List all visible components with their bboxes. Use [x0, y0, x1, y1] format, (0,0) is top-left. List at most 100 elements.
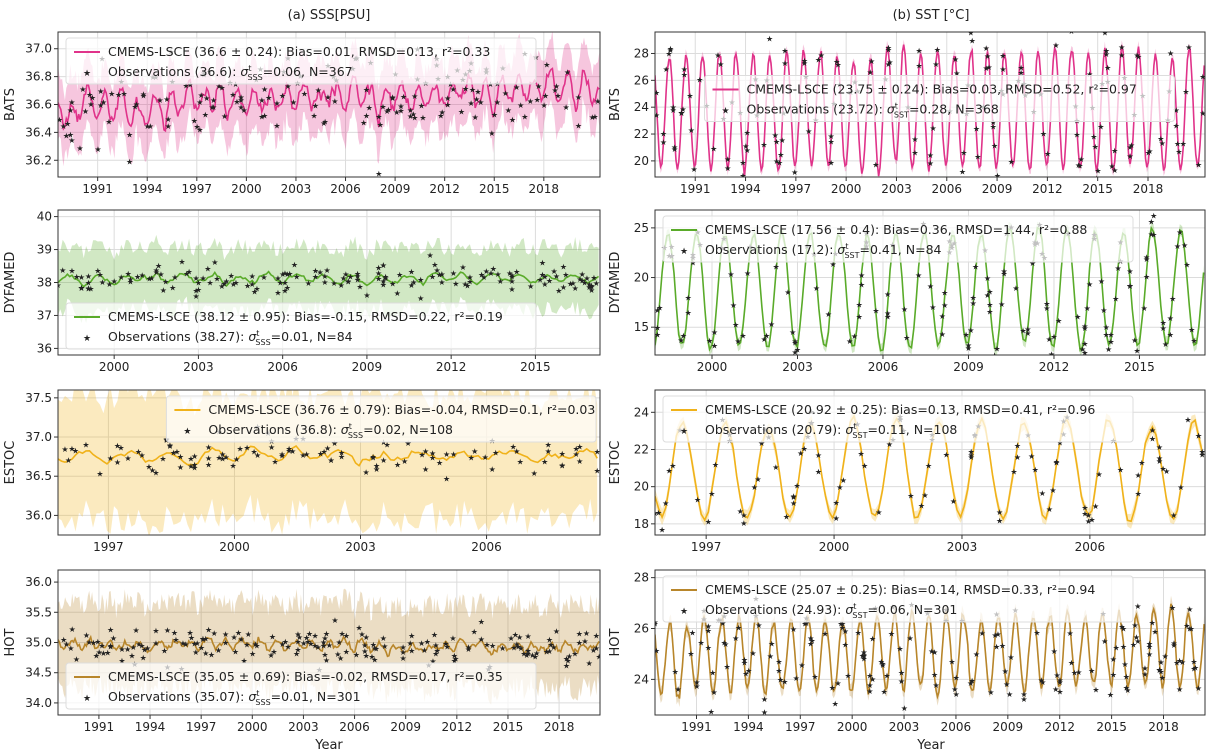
- observation-point: ★: [286, 270, 293, 279]
- observation-point: ★: [735, 623, 742, 632]
- observation-point: ★: [340, 274, 347, 283]
- observation-point: ★: [832, 699, 839, 708]
- observation-point: ★: [202, 649, 209, 658]
- observation-point: ★: [590, 273, 597, 282]
- observation-point: ★: [353, 651, 360, 660]
- observation-point: ★: [191, 461, 198, 470]
- observation-point: ★: [373, 645, 380, 654]
- observation-point: ★: [739, 171, 746, 180]
- observation-point: ★: [67, 644, 74, 653]
- x-tick-label: 2015: [1124, 360, 1155, 374]
- observation-point: ★: [546, 277, 553, 286]
- observation-point: ★: [991, 351, 998, 360]
- observation-point: ★: [305, 279, 312, 288]
- observation-point: ★: [417, 294, 424, 303]
- observation-point: ★: [397, 102, 404, 111]
- observation-point: ★: [761, 708, 768, 717]
- x-tick-label: 2006: [339, 720, 370, 734]
- observation-point: ★: [473, 95, 480, 104]
- observation-point: ★: [1150, 212, 1157, 221]
- observation-point: ★: [343, 631, 350, 640]
- observation-point: ★: [541, 273, 548, 282]
- observation-point: ★: [491, 110, 498, 119]
- observation-point: ★: [452, 654, 459, 663]
- observation-point: ★: [506, 269, 513, 278]
- y-tick-label: 36.0: [25, 575, 52, 589]
- observation-point: ★: [265, 94, 272, 103]
- observation-point: ★: [1148, 230, 1155, 239]
- observation-point: ★: [442, 640, 449, 649]
- observation-point: ★: [996, 508, 1003, 517]
- observation-point: ★: [133, 626, 140, 635]
- observation-point: ★: [438, 270, 445, 279]
- x-axis-title-left: Year: [314, 738, 343, 753]
- observation-point: ★: [67, 106, 74, 115]
- observation-point: ★: [860, 648, 867, 657]
- observation-point: ★: [1040, 129, 1047, 138]
- observation-point: ★: [1071, 668, 1078, 677]
- observation-point: ★: [744, 146, 751, 155]
- observation-point: ★: [807, 640, 814, 649]
- observation-point: ★: [331, 97, 338, 106]
- observation-point: ★: [380, 456, 387, 465]
- observation-point: ★: [916, 61, 923, 70]
- observation-point: ★: [681, 65, 688, 74]
- x-tick-label: 2000: [219, 540, 250, 554]
- observation-point: ★: [1078, 155, 1085, 164]
- observation-point: ★: [1190, 658, 1197, 667]
- observation-point: ★: [294, 645, 301, 654]
- observation-point: ★: [199, 635, 206, 644]
- observation-point: ★: [559, 449, 566, 458]
- observation-point: ★: [210, 103, 217, 112]
- observation-point: ★: [443, 450, 450, 459]
- observation-point: ★: [497, 277, 504, 286]
- observation-point: ★: [792, 348, 799, 357]
- observation-point: ★: [408, 268, 415, 277]
- observation-point: ★: [1101, 29, 1108, 38]
- observation-point: ★: [953, 69, 960, 78]
- observation-point: ★: [214, 275, 221, 284]
- observation-point: ★: [418, 639, 425, 648]
- observation-point: ★: [134, 273, 141, 282]
- observation-point: ★: [249, 650, 256, 659]
- observation-point: ★: [198, 91, 205, 100]
- observation-point: ★: [251, 288, 258, 297]
- observation-point: ★: [1033, 628, 1040, 637]
- observation-point: ★: [576, 638, 583, 647]
- observation-point: ★: [705, 626, 712, 635]
- observation-point: ★: [160, 286, 167, 295]
- observation-point: ★: [869, 634, 876, 643]
- observation-point: ★: [82, 107, 89, 116]
- observation-point: ★: [583, 274, 590, 283]
- observation-point: ★: [1183, 260, 1190, 269]
- observation-point: ★: [241, 656, 248, 665]
- observation-point: ★: [666, 467, 673, 476]
- observation-point: ★: [156, 96, 163, 105]
- observation-point: ★: [97, 87, 104, 96]
- observation-point: ★: [478, 635, 485, 644]
- observation-point: ★: [667, 45, 674, 54]
- observation-point: ★: [314, 643, 321, 652]
- observation-point: ★: [152, 639, 159, 648]
- observation-point: ★: [312, 272, 319, 281]
- observation-point: ★: [898, 677, 905, 686]
- observation-point: ★: [551, 267, 558, 276]
- observation-point: ★: [1146, 147, 1153, 156]
- observation-point: ★: [111, 277, 118, 286]
- observation-point: ★: [1053, 459, 1060, 468]
- observation-point: ★: [884, 313, 891, 322]
- observation-point: ★: [763, 332, 770, 341]
- observation-point: ★: [1186, 605, 1193, 614]
- observation-point: ★: [970, 294, 977, 303]
- observation-point: ★: [393, 108, 400, 117]
- legend-obs-marker: ★: [680, 427, 688, 437]
- observation-point: ★: [984, 274, 991, 283]
- observation-point: ★: [1118, 51, 1125, 60]
- observation-point: ★: [358, 630, 365, 639]
- observation-point: ★: [1160, 464, 1167, 473]
- observation-point: ★: [798, 661, 805, 670]
- observation-point: ★: [139, 271, 146, 280]
- observation-point: ★: [1162, 652, 1169, 661]
- observation-point: ★: [1081, 503, 1088, 512]
- x-tick-label: 1997: [182, 182, 213, 196]
